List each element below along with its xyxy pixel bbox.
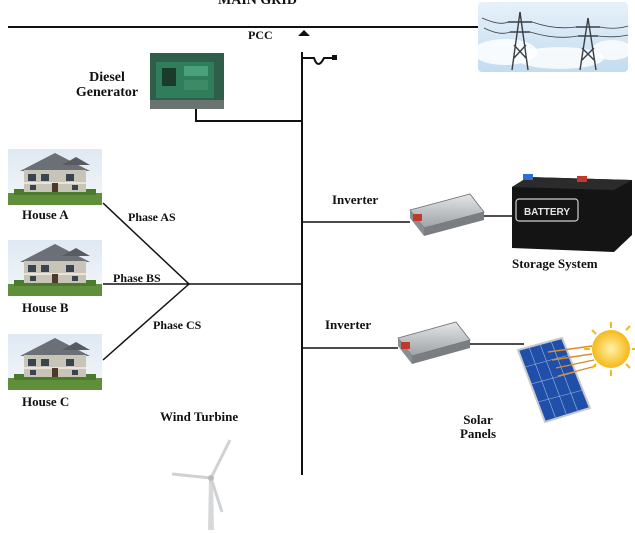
solar-label-line2: Panels <box>459 425 497 441</box>
phase-cs-label: Phase CS <box>153 318 202 332</box>
diesel-label-line2: Generator <box>75 84 139 100</box>
battery-text: BATTERY <box>524 207 570 218</box>
inverter-top-icon <box>409 193 485 236</box>
battery-icon: BATTERY <box>512 174 632 252</box>
diesel-label-line1: Diesel <box>89 70 125 85</box>
generator-feeder-line <box>195 109 302 122</box>
phase-as-line <box>102 202 190 285</box>
house-c-label: House C <box>22 394 70 409</box>
solar-panels-label: Solar Panels <box>448 413 508 440</box>
power-tower-icon <box>473 2 632 72</box>
sun-icon <box>584 322 635 376</box>
house-c-icon <box>8 334 102 390</box>
wind-turbine-label: Wind Turbine <box>160 409 239 424</box>
diesel-generator-label: Diesel Generator <box>74 70 140 100</box>
house-b-label: House B <box>22 300 69 315</box>
house-a-label: House A <box>22 207 69 222</box>
pcc-label: PCC <box>248 28 273 42</box>
inverter-bottom-label: Inverter <box>325 317 372 332</box>
phase-as-label: Phase AS <box>128 210 176 224</box>
phase-cs-line <box>102 283 190 361</box>
house-b-icon <box>8 240 102 296</box>
phase-bs-label: Phase BS <box>113 271 161 285</box>
inverter-bottom-icon <box>397 321 471 364</box>
storage-system-label: Storage System <box>512 256 598 271</box>
sun-rays <box>547 345 597 377</box>
solar-panel-icon <box>516 336 592 424</box>
pcc-breaker <box>298 30 337 475</box>
inverter-top-label: Inverter <box>332 192 379 207</box>
house-a-icon <box>8 149 102 205</box>
main-grid-label: MAIN GRID <box>218 0 297 8</box>
wind-turbine-icon <box>171 439 232 530</box>
diesel-generator-icon <box>150 53 224 109</box>
solar-label-line1: Solar <box>463 412 493 427</box>
